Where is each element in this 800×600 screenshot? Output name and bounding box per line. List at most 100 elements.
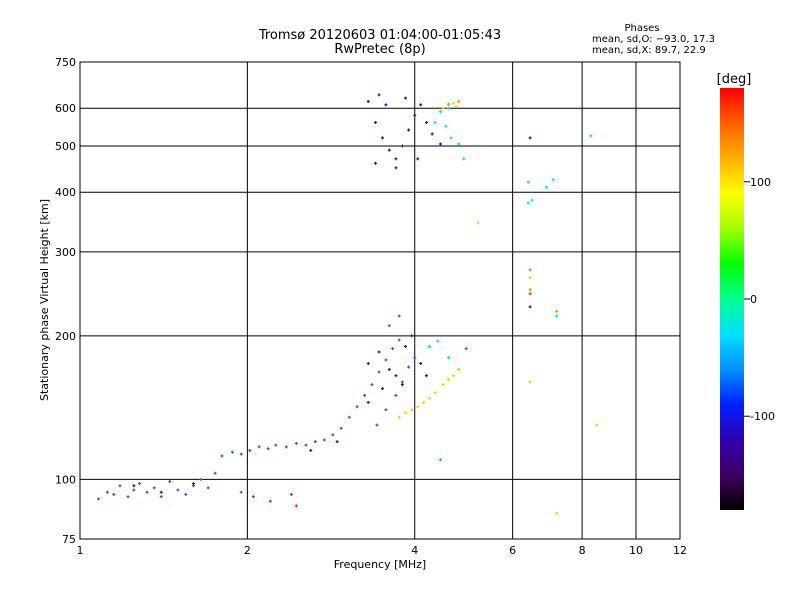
data-point — [284, 445, 288, 449]
data-point — [191, 482, 195, 486]
data-point — [331, 433, 335, 437]
data-point — [294, 441, 298, 445]
data-point — [384, 103, 388, 107]
data-point — [268, 499, 272, 503]
data-point — [530, 198, 534, 202]
data-point — [528, 305, 532, 309]
data-point — [397, 415, 401, 419]
data-point — [430, 132, 434, 136]
chart-subtitle: RwPretec (8p) — [334, 42, 425, 57]
data-point — [446, 102, 450, 106]
data-point — [213, 471, 217, 475]
data-point — [274, 443, 278, 447]
data-point — [449, 136, 453, 140]
data-point — [400, 144, 404, 148]
data-point — [335, 440, 339, 444]
data-point — [251, 495, 255, 499]
plot-frame — [79, 61, 681, 540]
data-point — [544, 185, 548, 189]
data-point — [313, 440, 317, 444]
data-point — [526, 201, 530, 205]
data-point — [366, 400, 370, 404]
data-point — [476, 221, 480, 225]
y-tick-label: 750 — [55, 56, 76, 69]
data-point — [145, 490, 149, 494]
scatter-points — [97, 93, 599, 515]
colorbar-tick-label: 100 — [750, 176, 771, 189]
phases-x-line: mean, sd,X: 89.7, 22.9 — [592, 45, 706, 56]
chart-title: Tromsø 20120603 01:04:00-01:05:43 — [258, 28, 501, 43]
data-point — [322, 438, 326, 442]
data-point — [97, 497, 101, 501]
data-point — [422, 400, 426, 404]
x-tick-label: 10 — [629, 544, 643, 557]
colorbar-ticks: 100 0 -100 — [744, 176, 775, 423]
data-point — [384, 408, 388, 412]
data-point — [526, 180, 530, 184]
x-axis-label: Frequency [MHz] — [334, 558, 426, 571]
data-point — [457, 99, 461, 103]
data-point — [304, 443, 308, 447]
phases-title: Phases — [624, 23, 659, 34]
colorbar-tick-label: -100 — [750, 410, 775, 423]
data-point — [457, 367, 461, 371]
data-point — [384, 358, 388, 362]
data-point — [377, 93, 381, 97]
data-point — [446, 106, 450, 110]
data-point — [427, 344, 431, 348]
y-tick-label: 300 — [55, 246, 76, 259]
data-point — [441, 383, 445, 387]
data-point — [184, 492, 188, 496]
data-point — [436, 339, 440, 343]
data-point — [400, 383, 404, 387]
data-point — [248, 448, 252, 452]
data-point — [132, 484, 136, 488]
data-point — [397, 314, 401, 318]
data-point — [309, 448, 313, 452]
data-point — [118, 484, 122, 488]
data-point — [464, 347, 468, 351]
data-point — [400, 380, 404, 384]
data-point — [457, 142, 461, 146]
y-tick-labels: 75 100 200 300 400 500 600 750 — [55, 56, 76, 546]
data-point — [373, 161, 377, 165]
data-point — [387, 367, 391, 371]
data-point — [438, 142, 442, 146]
data-point — [410, 408, 414, 412]
data-point — [419, 361, 423, 365]
data-point — [373, 121, 377, 125]
data-point — [387, 148, 391, 152]
data-point — [220, 454, 224, 458]
data-point — [159, 495, 163, 499]
data-point — [555, 511, 559, 515]
data-point — [454, 105, 458, 109]
data-point — [363, 393, 367, 397]
data-point — [410, 334, 414, 338]
data-point — [239, 452, 243, 456]
data-point — [419, 103, 423, 107]
colorbar-tick-label: 0 — [750, 293, 757, 306]
data-point — [433, 121, 437, 125]
data-point — [377, 370, 381, 374]
data-point — [528, 276, 532, 280]
data-point — [425, 374, 429, 378]
y-tick-label: 600 — [55, 102, 76, 115]
data-point — [152, 486, 156, 490]
x-tick-label: 1 — [77, 544, 84, 557]
x-tick-label: 12 — [673, 544, 687, 557]
data-point — [394, 393, 398, 397]
data-point — [257, 445, 261, 449]
data-point — [394, 166, 398, 170]
x-tick-labels: 1 2 4 6 8 10 12 — [77, 544, 688, 557]
data-point — [394, 374, 398, 378]
x-tick-label: 8 — [579, 544, 586, 557]
data-point — [589, 134, 593, 138]
data-point — [391, 347, 395, 351]
data-point — [413, 356, 417, 360]
y-tick-label: 500 — [55, 140, 76, 153]
data-point — [199, 477, 203, 481]
data-point — [404, 96, 408, 100]
data-point — [380, 387, 384, 391]
data-point — [105, 490, 109, 494]
